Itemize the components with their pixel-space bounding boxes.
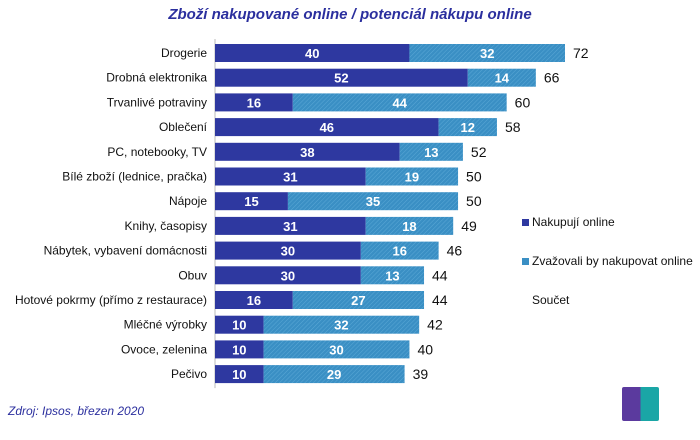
bar-segment-zvazovali: [399, 142, 463, 161]
data-label: 12: [461, 120, 475, 135]
bar-segment-nakupuji: [215, 142, 400, 161]
bar-segment-zvazovali: [467, 68, 536, 87]
total-label: 49: [461, 218, 477, 234]
bar-segment-zvazovali: [292, 93, 507, 112]
legend-label: Zvažovali by nakupovat online: [532, 254, 693, 268]
total-label: 46: [447, 243, 463, 259]
total-label: 44: [432, 292, 448, 308]
bar-segment-zvazovali: [360, 266, 425, 285]
bar-segment-nakupuji: [215, 241, 361, 260]
bar-segment-zvazovali: [263, 340, 410, 359]
data-label: 18: [402, 219, 416, 234]
total-label: 50: [466, 169, 482, 185]
data-label: 44: [392, 95, 407, 110]
ipsos-logo: [622, 387, 659, 421]
bar-segment-nakupuji: [215, 315, 264, 334]
category-label: Nápoje: [169, 194, 207, 208]
data-label: 10: [232, 342, 246, 357]
category-label: Bílé zboží (lednice, pračka): [62, 170, 207, 184]
legend-item-zvazovali: Zvažovali by nakupovat online: [522, 254, 693, 268]
total-label: 66: [544, 70, 560, 86]
data-label: 52: [334, 71, 348, 86]
bar-segment-zvazovali: [263, 315, 420, 334]
bar-segment-nakupuji: [215, 118, 439, 137]
legend-swatch: [522, 218, 529, 226]
bar-segment-nakupuji: [215, 365, 264, 384]
category-label: Obuv: [178, 268, 207, 282]
data-label: 40: [305, 46, 319, 61]
total-label: 50: [466, 193, 482, 209]
bar-segment-nakupuji: [215, 192, 288, 211]
source-note: Zdroj: Ipsos, březen 2020: [8, 404, 145, 418]
bar-segment-zvazovali: [438, 118, 497, 137]
category-label: Hotové pokrmy (přímo z restaurace): [15, 293, 207, 307]
chart-title: Zboží nakupované online / potenciál náku…: [168, 6, 532, 23]
total-label: 40: [417, 341, 433, 357]
category-label: Trvanlivé potraviny: [107, 95, 207, 109]
data-label: 38: [300, 145, 314, 160]
category-label: Drobná elektronika: [106, 71, 207, 85]
legend-item-nakupuji: Nakupují online: [522, 215, 615, 229]
data-label: 10: [232, 367, 246, 382]
data-label: 46: [320, 120, 334, 135]
total-label: 42: [427, 317, 443, 333]
total-label: 44: [432, 267, 448, 283]
legend-item-soucet: Součet: [532, 293, 570, 307]
data-label: 16: [392, 244, 406, 259]
bar-segment-zvazovali: [287, 192, 459, 211]
data-label: 13: [385, 268, 399, 283]
total-label: 58: [505, 119, 521, 135]
category-label: Pečivo: [171, 367, 207, 381]
data-label: 32: [480, 46, 494, 61]
bar-segment-zvazovali: [360, 241, 439, 260]
data-label: 15: [244, 194, 258, 209]
bar-segment-nakupuji: [215, 68, 468, 87]
data-label: 32: [334, 318, 348, 333]
bar-segment-zvazovali: [263, 365, 405, 384]
category-label: Ovoce, zelenina: [121, 342, 207, 356]
legend-swatch: [522, 257, 529, 265]
category-label: Nábytek, vybavení domácnosti: [44, 244, 207, 258]
bar-segment-zvazovali: [365, 167, 459, 186]
data-label: 27: [351, 293, 365, 308]
total-label: 52: [471, 144, 487, 160]
data-label: 16: [247, 95, 261, 110]
bar-segment-zvazovali: [365, 216, 454, 235]
bar-segment-nakupuji: [215, 266, 361, 285]
legend-label: Nakupují online: [532, 215, 615, 229]
category-label: Mléčné výrobky: [124, 318, 207, 332]
total-label: 60: [515, 94, 531, 110]
data-label: 30: [281, 268, 295, 283]
data-label: 16: [247, 293, 261, 308]
data-label: 10: [232, 318, 246, 333]
bar-segment-nakupuji: [215, 216, 366, 235]
total-label: 72: [573, 45, 589, 61]
data-label: 14: [495, 71, 510, 86]
data-label: 30: [281, 244, 295, 259]
total-label: 39: [413, 366, 429, 382]
bar-segment-nakupuji: [215, 340, 264, 359]
bar-segment-nakupuji: [215, 44, 410, 62]
bar-segment-nakupuji: [215, 93, 293, 112]
bar-segment-zvazovali: [292, 291, 425, 309]
data-label: 29: [327, 367, 341, 382]
data-label: 30: [329, 342, 343, 357]
data-label: 35: [366, 194, 380, 209]
bar-segment-zvazovali: [409, 44, 565, 62]
category-label: Drogerie: [161, 46, 207, 60]
data-label: 13: [424, 145, 438, 160]
data-label: 31: [283, 219, 297, 234]
category-label: Knihy, časopisy: [125, 219, 207, 233]
category-label: PC, notebooky, TV: [107, 145, 207, 159]
bar-segment-nakupuji: [215, 167, 366, 186]
data-label: 19: [405, 170, 419, 185]
bar-segment-nakupuji: [215, 291, 293, 309]
data-label: 31: [283, 170, 297, 185]
category-label: Oblečení: [159, 120, 208, 134]
